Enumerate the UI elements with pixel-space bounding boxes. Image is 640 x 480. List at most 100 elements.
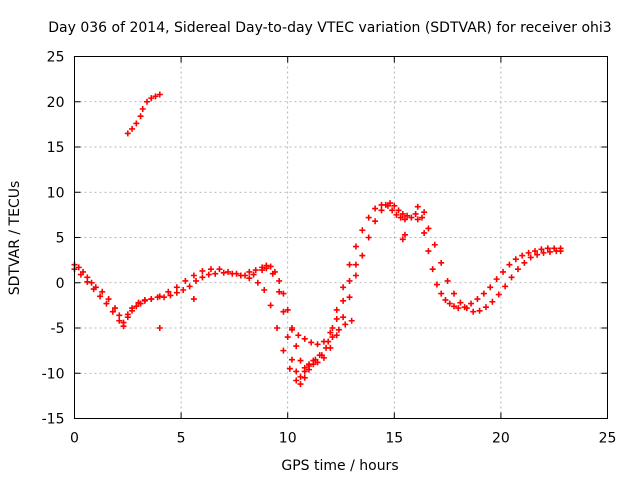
- data-point: [323, 344, 330, 351]
- data-point: [280, 290, 287, 297]
- y-tick-label: 0: [56, 276, 65, 292]
- series-sdtvar-track-a: [71, 201, 564, 380]
- data-point: [401, 216, 408, 223]
- data-point: [276, 277, 283, 284]
- data-point: [335, 326, 342, 333]
- data-point: [276, 288, 283, 295]
- series-sdtvar-isolated-points: [156, 203, 428, 331]
- data-point: [129, 307, 136, 314]
- data-point: [399, 210, 406, 217]
- data-point: [414, 216, 421, 223]
- data-point: [365, 214, 372, 221]
- x-tick-label: 15: [385, 431, 403, 447]
- data-point: [271, 268, 278, 275]
- data-point: [216, 266, 223, 273]
- data-point: [408, 214, 415, 221]
- y-tick-label: 20: [47, 95, 65, 111]
- data-point: [137, 113, 144, 120]
- data-point: [450, 290, 457, 297]
- data-point: [229, 270, 236, 277]
- data-point: [457, 299, 464, 306]
- data-point: [288, 356, 295, 363]
- data-point: [444, 277, 451, 284]
- data-point: [538, 246, 545, 253]
- data-point: [508, 274, 515, 281]
- data-point: [365, 234, 372, 241]
- data-point: [88, 279, 95, 286]
- plot-frame: [74, 56, 608, 419]
- x-tick-label: 5: [177, 431, 186, 447]
- data-point: [301, 374, 308, 381]
- data-point: [199, 274, 206, 281]
- data-point: [557, 248, 564, 255]
- data-point: [254, 279, 261, 286]
- data-point: [346, 277, 353, 284]
- data-point: [314, 359, 321, 366]
- data-point: [546, 248, 553, 255]
- data-point: [433, 281, 440, 288]
- data-point: [329, 325, 336, 331]
- data-point: [193, 277, 200, 284]
- data-point: [139, 105, 146, 112]
- x-tick-labels: 0 5 10 15 20 25: [70, 431, 616, 447]
- data-point: [252, 267, 259, 274]
- grid-lines: [74, 56, 608, 419]
- y-axis-label: SDTVAR / TECUs: [7, 181, 23, 296]
- data-point: [90, 286, 97, 293]
- data-point: [250, 271, 257, 278]
- data-point: [320, 338, 327, 345]
- data-point: [295, 332, 302, 339]
- data-point: [340, 284, 347, 291]
- data-point: [156, 325, 163, 331]
- data-point: [148, 296, 155, 303]
- data-point: [393, 211, 400, 218]
- data-point: [438, 290, 445, 297]
- data-point: [237, 272, 244, 279]
- data-point: [246, 275, 253, 282]
- data-point: [395, 207, 402, 214]
- data-point: [267, 263, 274, 270]
- data-point: [401, 231, 408, 238]
- x-axis-label: GPS time / hours: [281, 458, 398, 474]
- data-point: [286, 365, 293, 372]
- data-point: [116, 312, 123, 319]
- data-point: [156, 91, 163, 98]
- data-point: [297, 357, 304, 364]
- data-point: [348, 317, 355, 324]
- data-point: [133, 303, 140, 310]
- data-point: [152, 93, 159, 100]
- series-sdtvar-track-d: [288, 261, 359, 348]
- data-point: [293, 368, 300, 375]
- data-point: [346, 261, 353, 268]
- series-sdtvar-track-c: [246, 262, 355, 371]
- data-point: [519, 252, 526, 259]
- data-point: [446, 300, 453, 307]
- data-point: [263, 262, 270, 269]
- data-point: [77, 271, 84, 278]
- data-point: [141, 297, 148, 304]
- data-point: [105, 296, 112, 303]
- data-point: [84, 278, 91, 285]
- data-point: [474, 296, 481, 303]
- data-point: [124, 314, 131, 321]
- data-point: [137, 300, 144, 307]
- data-point: [173, 289, 180, 296]
- data-point: [124, 130, 131, 137]
- data-point: [190, 272, 197, 279]
- data-point: [148, 95, 155, 102]
- data-point: [288, 326, 295, 333]
- data-point: [421, 229, 428, 236]
- data-point: [154, 294, 161, 301]
- data-point: [182, 277, 189, 284]
- data-point: [333, 315, 340, 322]
- data-point: [284, 306, 291, 313]
- data-point: [306, 363, 313, 370]
- data-point: [274, 325, 281, 331]
- data-point: [129, 125, 136, 132]
- data-point: [205, 271, 212, 278]
- data-point: [489, 298, 496, 305]
- data-point: [463, 305, 470, 312]
- data-point: [482, 304, 489, 311]
- data-point: [301, 364, 308, 371]
- data-point: [525, 249, 532, 256]
